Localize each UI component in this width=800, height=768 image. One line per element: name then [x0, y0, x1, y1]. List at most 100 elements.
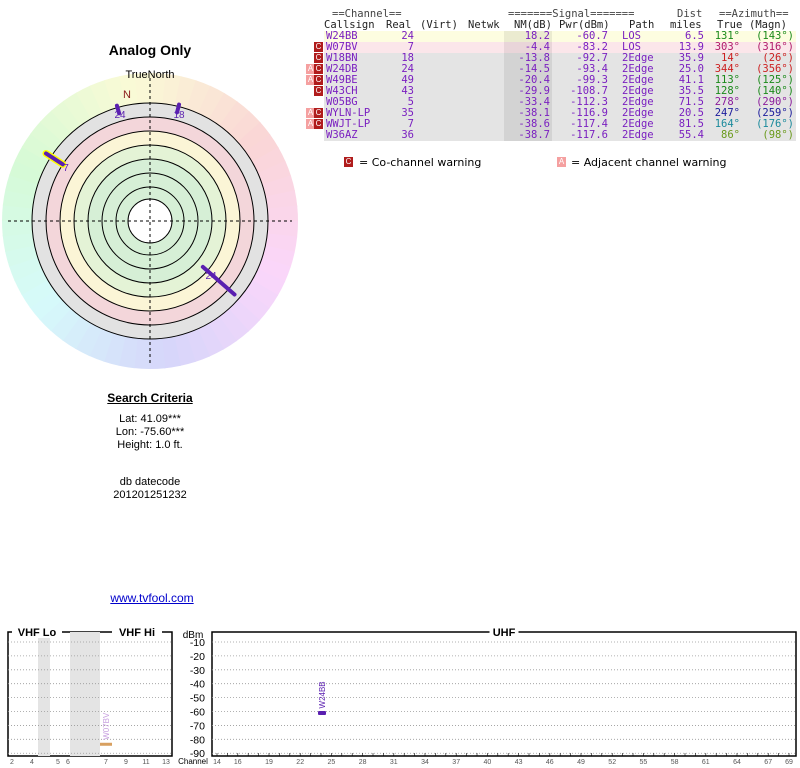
nm-db: -14.5 — [518, 63, 550, 75]
channel-tick-uhf: 58 — [671, 759, 679, 766]
radar-hue-segment — [133, 338, 150, 369]
column-header: True — [717, 19, 743, 31]
section-label: VHF Hi — [119, 627, 155, 639]
distance: 81.5 — [678, 118, 704, 130]
spectrum-chart: VHF Lo VHF Hi UHF dBm-10 -20 -30 -40 -50 -60-70 -… — [7, 626, 797, 766]
radar-hue-segment — [237, 121, 271, 153]
radar-hue-segment — [261, 245, 295, 268]
table-row: W36AZ 36 -38.7 -117.6 2Edge 55.4 86° (98°) — [324, 130, 796, 141]
channel-real: 24 — [401, 30, 414, 42]
table-row: W43CH 43 -29.9 -108.7 2Edge 35.5 128° (140°) — [324, 86, 796, 97]
path: 2Edge — [622, 85, 654, 97]
azimuth-magnetic: (356°) — [756, 63, 794, 75]
power-dbm: -112.3 — [570, 96, 608, 108]
radar-hue-segment — [218, 308, 250, 342]
channel-tick-uhf: 61 — [702, 759, 710, 766]
callsign: W49BE — [326, 74, 358, 86]
legend-co-channel-label: = Co-channel warning — [359, 156, 482, 169]
power-dbm: -99.3 — [576, 74, 608, 86]
channel-tick-uhf: 64 — [733, 759, 741, 766]
radar-hue-segment — [50, 307, 81, 341]
radar-hue-segment — [2, 219, 33, 237]
channel-tick-vhf-lo: 5 — [56, 759, 60, 766]
azimuth-true: 86° — [721, 129, 740, 141]
azimuth-magnetic: (125°) — [756, 74, 794, 86]
radar-hue-segment — [186, 80, 212, 114]
azimuth-true: 128° — [714, 85, 740, 97]
radar-hue-segment — [2, 232, 35, 252]
radar-marker — [44, 151, 65, 167]
column-header: Pwr(dBm) — [559, 19, 610, 31]
nm-band — [504, 64, 552, 75]
distance: 35.9 — [678, 52, 704, 64]
dbm-axis-label: dBm — [183, 630, 204, 641]
channel-real: 43 — [401, 85, 414, 97]
radar-marker-label: 24 — [205, 271, 217, 282]
signal-bar — [318, 710, 326, 715]
radar-hue-segment — [74, 322, 103, 357]
channel-tick-uhf: 40 — [484, 759, 492, 766]
azimuth-true: 131° — [714, 30, 740, 42]
channel-tick-uhf: 46 — [546, 759, 554, 766]
column-header: Path — [629, 19, 655, 31]
tvfool-link[interactable]: www.tvfool.com — [110, 591, 194, 605]
radar-marker-label: 18 — [173, 110, 185, 121]
azimuth-magnetic: (290°) — [756, 96, 794, 108]
adjacent-channel-warning: A — [306, 119, 315, 129]
radar-hue-segment — [219, 101, 250, 135]
distance: 35.5 — [678, 85, 704, 97]
azimuth-true: 113° — [714, 74, 740, 86]
table-row: W05BG 5 -33.4 -112.3 2Edge 71.5 278° (290°) — [324, 97, 796, 108]
power-dbm: -117.4 — [570, 118, 608, 130]
nm-db: -33.4 — [518, 96, 550, 108]
channel-tick-uhf: 55 — [640, 759, 648, 766]
azimuth-true: 247° — [714, 107, 740, 119]
callsign: W05BG — [326, 96, 358, 108]
channel-real: 49 — [401, 74, 414, 86]
radar-hue-segment — [161, 336, 181, 369]
radar-marker — [175, 102, 182, 115]
radar-plot: TrueNorth N 24 18 7 24 — [2, 69, 298, 369]
radar-hue-segment — [208, 316, 237, 350]
radar-marker-label: 7 — [63, 163, 69, 174]
nm-band — [504, 75, 552, 86]
latitude: Lat: 41.09*** — [119, 413, 181, 425]
radar-marker-label: 24 — [114, 110, 126, 121]
channel-real: 7 — [407, 41, 414, 53]
group-header-azimuth: ==Azimuth== — [719, 8, 789, 20]
path: LOS — [622, 41, 641, 53]
power-dbm: -117.6 — [570, 129, 608, 141]
distance: 41.1 — [678, 74, 704, 86]
nm-band — [504, 130, 552, 141]
column-header: NM(dB) — [514, 19, 552, 31]
azimuth-magnetic: (316°) — [756, 41, 794, 53]
signal-bar-label: W07BV — [102, 712, 111, 740]
nm-db: -4.4 — [524, 41, 550, 53]
column-header: (Magn) — [749, 19, 787, 31]
section-label-bg — [12, 626, 62, 638]
section-label: VHF Lo — [18, 627, 57, 639]
radar-hue-segment — [5, 174, 39, 197]
distance: 13.9 — [678, 41, 704, 53]
dbm-tick-label: -70 — [190, 720, 205, 732]
radar-hue-segment — [228, 111, 261, 143]
callsign: W24BB — [326, 30, 358, 42]
radar-hue-segment — [185, 328, 211, 363]
channel-tick-uhf: 43 — [515, 759, 523, 766]
signal-bar-label: W24BB — [318, 681, 327, 708]
datecode-label: db datecode — [119, 476, 181, 488]
radar-hue-segment — [265, 190, 298, 210]
nm-db: -38.6 — [518, 118, 550, 130]
channel-tick-uhf: 34 — [421, 759, 429, 766]
radar-hue-segment — [267, 221, 298, 238]
radar-hue-segment — [63, 92, 92, 126]
radar-hue-segment — [150, 73, 167, 104]
channel-tick-vhf-hi: 9 — [124, 759, 128, 766]
nm-db: -29.9 — [518, 85, 550, 97]
signal-bar — [100, 742, 112, 746]
co-channel-warning: C — [314, 108, 323, 118]
vhf-lo-band — [70, 632, 100, 756]
path: LOS — [622, 30, 641, 42]
azimuth-true: 164° — [714, 118, 740, 130]
radar-hue-segment — [148, 338, 166, 369]
